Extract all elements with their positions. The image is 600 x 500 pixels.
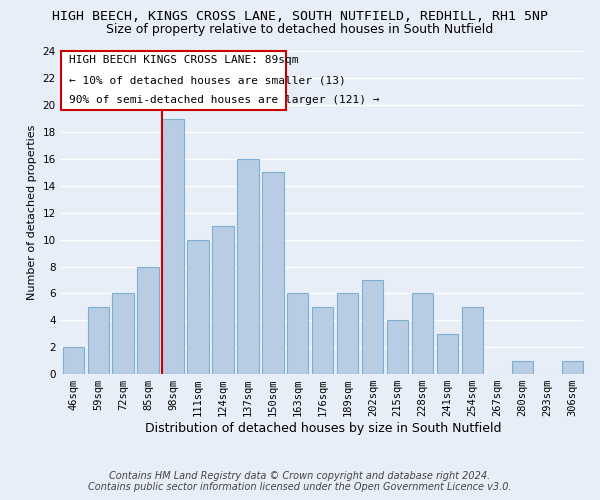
Bar	[362, 280, 383, 374]
Text: HIGH BEECH, KINGS CROSS LANE, SOUTH NUTFIELD, REDHILL, RH1 5NP: HIGH BEECH, KINGS CROSS LANE, SOUTH NUTF…	[52, 10, 548, 23]
Bar	[238, 159, 259, 374]
FancyBboxPatch shape	[61, 52, 286, 110]
Bar	[62, 347, 84, 374]
Bar	[262, 172, 284, 374]
Bar	[437, 334, 458, 374]
Text: HIGH BEECH KINGS CROSS LANE: 89sqm: HIGH BEECH KINGS CROSS LANE: 89sqm	[68, 54, 298, 64]
Bar	[337, 294, 358, 374]
Bar	[163, 118, 184, 374]
Text: Size of property relative to detached houses in South Nutfield: Size of property relative to detached ho…	[106, 22, 494, 36]
Bar	[137, 266, 158, 374]
Bar	[387, 320, 409, 374]
Y-axis label: Number of detached properties: Number of detached properties	[27, 125, 37, 300]
Bar	[562, 360, 583, 374]
Bar	[312, 307, 334, 374]
Bar	[212, 226, 233, 374]
Text: 90% of semi-detached houses are larger (121) →: 90% of semi-detached houses are larger (…	[68, 95, 379, 105]
Bar	[412, 294, 433, 374]
X-axis label: Distribution of detached houses by size in South Nutfield: Distribution of detached houses by size …	[145, 422, 501, 435]
Bar	[287, 294, 308, 374]
Text: ← 10% of detached houses are smaller (13): ← 10% of detached houses are smaller (13…	[68, 76, 345, 86]
Bar	[112, 294, 134, 374]
Text: Contains HM Land Registry data © Crown copyright and database right 2024.
Contai: Contains HM Land Registry data © Crown c…	[88, 471, 512, 492]
Bar	[512, 360, 533, 374]
Bar	[187, 240, 209, 374]
Bar	[88, 307, 109, 374]
Bar	[462, 307, 483, 374]
